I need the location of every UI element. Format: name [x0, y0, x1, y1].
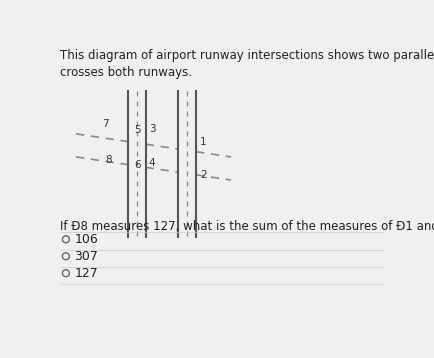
Text: 1: 1 — [200, 137, 207, 147]
Text: 106: 106 — [74, 233, 98, 246]
Text: 5: 5 — [134, 125, 141, 135]
Text: 6: 6 — [134, 160, 141, 170]
Text: 307: 307 — [74, 250, 98, 263]
Text: This diagram of airport runway intersections shows two parallel runways. A taxiw: This diagram of airport runway intersect… — [60, 49, 434, 79]
Text: 3: 3 — [149, 124, 155, 134]
Text: 4: 4 — [149, 159, 155, 169]
Text: 7: 7 — [102, 119, 108, 129]
Text: 127: 127 — [74, 267, 98, 280]
Text: 8: 8 — [105, 155, 112, 165]
Text: If Ð8 measures 127, what is the sum of the measures of Ð1 and Ð4?: If Ð8 measures 127, what is the sum of t… — [60, 220, 434, 233]
Text: 2: 2 — [200, 170, 207, 180]
